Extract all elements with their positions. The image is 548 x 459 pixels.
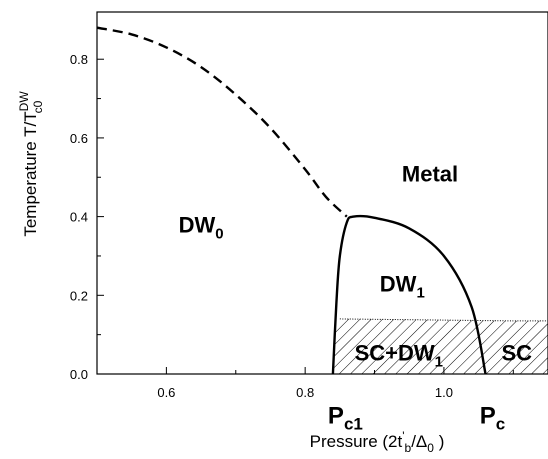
x-tick-label: 0.8 <box>296 385 314 400</box>
dw1-transition-line <box>331 214 487 374</box>
y-tick-label: 0.2 <box>70 288 88 303</box>
plot-frame <box>96 11 548 375</box>
x-tick-label: 1.0 <box>435 385 453 400</box>
sc-dw1-hatched-area <box>332 318 548 374</box>
sc-transition-dotted-line <box>339 318 548 322</box>
x-tick-label: 0.6 <box>157 385 175 400</box>
series-layer <box>97 26 548 374</box>
annotations-layer: DW0 Metal DW1 SC+DW1 SC Pc1 Pc <box>179 161 533 433</box>
annotation-label: Pc <box>480 402 505 433</box>
y-tick-label: 0.8 <box>70 52 88 67</box>
annotation-label: SC+DW1 <box>355 340 443 370</box>
ticks-layer: 0.6 0.8 1.0 0.0 0.2 0.4 0.6 0.8 <box>70 52 514 400</box>
annotation-label: Metal <box>402 161 458 186</box>
y-axis-title: Temperature T/TDWc0 <box>17 91 45 237</box>
annotation-label: SC <box>501 340 532 365</box>
y-tick-label: 0.0 <box>70 367 88 382</box>
y-tick-label: 0.6 <box>70 131 88 146</box>
annotation-label: DW0 <box>179 212 224 242</box>
y-tick-label: 0.4 <box>70 210 88 225</box>
annotation-label: Pc1 <box>328 402 363 433</box>
dw0-transition-dashed-line <box>97 26 348 218</box>
x-axis-title: Pressure (2t'b/Δ0 ) <box>310 429 445 455</box>
annotation-label: DW1 <box>380 272 425 302</box>
